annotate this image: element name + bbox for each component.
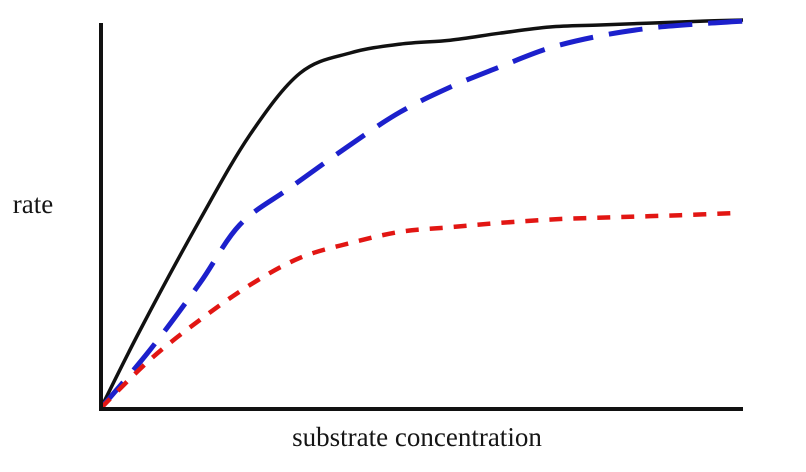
- x-axis-label: substrate concentration: [292, 422, 542, 452]
- short-dash-red-curve: [99, 210, 740, 410]
- y-axis-label: rate: [13, 189, 53, 219]
- curves-layer: [99, 18, 744, 410]
- solid-black-curve: [99, 18, 744, 409]
- long-dash-blue-curve: [99, 18, 744, 410]
